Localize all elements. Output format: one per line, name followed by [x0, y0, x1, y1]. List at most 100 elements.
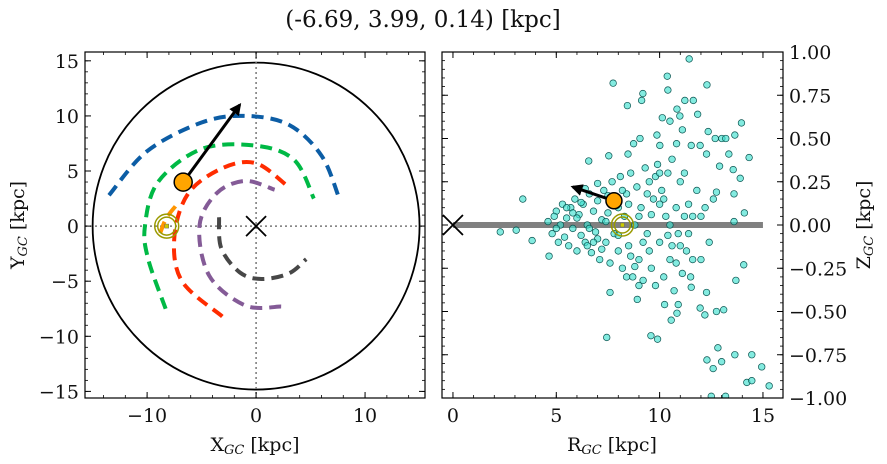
scatter-point: [552, 224, 560, 233]
scatter-point: [647, 332, 655, 340]
scatter-point: [583, 242, 591, 250]
scatter-point: [674, 229, 682, 238]
scatter-point: [680, 169, 689, 177]
y-axis-label-right: ZGC [kpc]: [853, 181, 877, 270]
scatter-point: [573, 214, 581, 222]
scatter-point: [729, 165, 737, 174]
scatter-point: [658, 186, 666, 195]
x-tick-label: 0: [447, 405, 459, 427]
scatter-point: [731, 351, 739, 359]
scatter-point: [609, 79, 617, 87]
scatter-point: [554, 238, 563, 246]
scatter-point: [765, 382, 773, 390]
scatter-point: [545, 252, 553, 260]
spiral-arm-4: [216, 217, 308, 281]
scatter-point: [616, 172, 625, 181]
sun-inner-ring: [613, 216, 632, 234]
scatter-point: [589, 238, 598, 246]
scatter-point: [631, 262, 639, 271]
scatter-point: [689, 255, 697, 264]
scatter-point: [672, 259, 680, 267]
scatter-point: [730, 217, 738, 226]
scatter-point: [560, 233, 569, 241]
scatter-point: [569, 209, 577, 217]
galactic-center-marker: [245, 215, 267, 237]
scatter-point: [730, 190, 738, 198]
scatter-point: [672, 204, 680, 212]
scatter-point: [624, 150, 632, 158]
scatter-point: [651, 281, 660, 290]
scatter-point: [725, 150, 733, 158]
scatter-point: [589, 207, 598, 215]
x-tick-label: 0: [250, 405, 262, 427]
scatter-point: [655, 200, 664, 208]
x-axis-label-right: RGC [kpc]: [567, 434, 657, 458]
scatter-point: [519, 195, 527, 203]
sun-center-marker: [164, 223, 169, 229]
xy-plane-axes: −10 0 10 −15 −10 −5 0 5 10 15: [39, 51, 426, 427]
scatter-point: [618, 186, 627, 195]
scatter-point: [672, 140, 681, 148]
scatter-point: [712, 307, 721, 316]
scatter-point: [653, 131, 661, 139]
scatter-point: [704, 127, 712, 136]
scatter-point: [697, 255, 705, 264]
y-tick-label: −10: [39, 326, 79, 348]
scatter-point: [666, 255, 674, 264]
scatter-point: [709, 195, 718, 203]
scatter-point: [745, 153, 753, 162]
y-tick-label: 0: [67, 216, 79, 238]
scatter-point: [645, 178, 653, 186]
scatter-point: [681, 96, 689, 105]
scatter-point: [629, 140, 638, 148]
scatter-point: [637, 204, 645, 212]
scatter-point: [643, 229, 651, 238]
scatter-point: [664, 231, 672, 240]
scatter-point: [722, 134, 730, 143]
scatter-point: [548, 229, 556, 238]
scatter-point: [737, 119, 746, 127]
scatter-point: [641, 164, 649, 172]
scatter-point: [701, 204, 709, 212]
scatter-point: [624, 242, 633, 250]
scatter-point: [702, 150, 711, 158]
x-tick-label: 5: [550, 405, 562, 427]
scatter-point: [664, 169, 672, 177]
scatter-point: [660, 195, 668, 203]
scatter-point: [606, 288, 614, 297]
spiral-arm-5: [156, 205, 178, 241]
y-tick-label: −0.50: [789, 302, 847, 324]
scatter-point: [666, 221, 674, 229]
y-tick-label: −0.25: [789, 258, 847, 280]
scatter-point: [680, 212, 689, 221]
scatter-point: [660, 273, 668, 281]
scatter-point: [696, 141, 704, 150]
scatter-point: [618, 264, 627, 272]
y-tick-label: −15: [39, 381, 79, 403]
scatter-point: [674, 300, 682, 309]
axes-frame: [84, 51, 426, 399]
scatter-point: [715, 162, 724, 170]
sun-outer-ring: [610, 213, 635, 237]
scatter-point: [670, 287, 678, 295]
scatter-point: [573, 247, 581, 255]
scatter-point: [702, 288, 711, 297]
scatter-point: [685, 55, 693, 63]
scatter-point: [678, 126, 687, 134]
scatter-point: [689, 96, 697, 105]
scatter-point: [528, 236, 536, 245]
scatter-point: [636, 134, 644, 143]
scatter-point: [598, 245, 606, 253]
scatter-point: [678, 269, 687, 278]
scatter-point: [758, 363, 766, 371]
rz-plane-axes: 0 5 10 15 −1.00 −0.75 −0.50 −0.25 0.00 0.25 0.50 0.…: [441, 42, 847, 427]
y-tick-label: 0.25: [789, 172, 831, 194]
scatter-point: [711, 134, 719, 143]
scatter-point: [658, 114, 666, 122]
scatter-point: [585, 157, 593, 165]
x-tick-label: 10: [353, 405, 377, 427]
scatter-point: [662, 212, 670, 221]
scatter-point: [709, 364, 717, 373]
scatter-point: [689, 212, 697, 221]
scatter-point: [740, 261, 748, 269]
